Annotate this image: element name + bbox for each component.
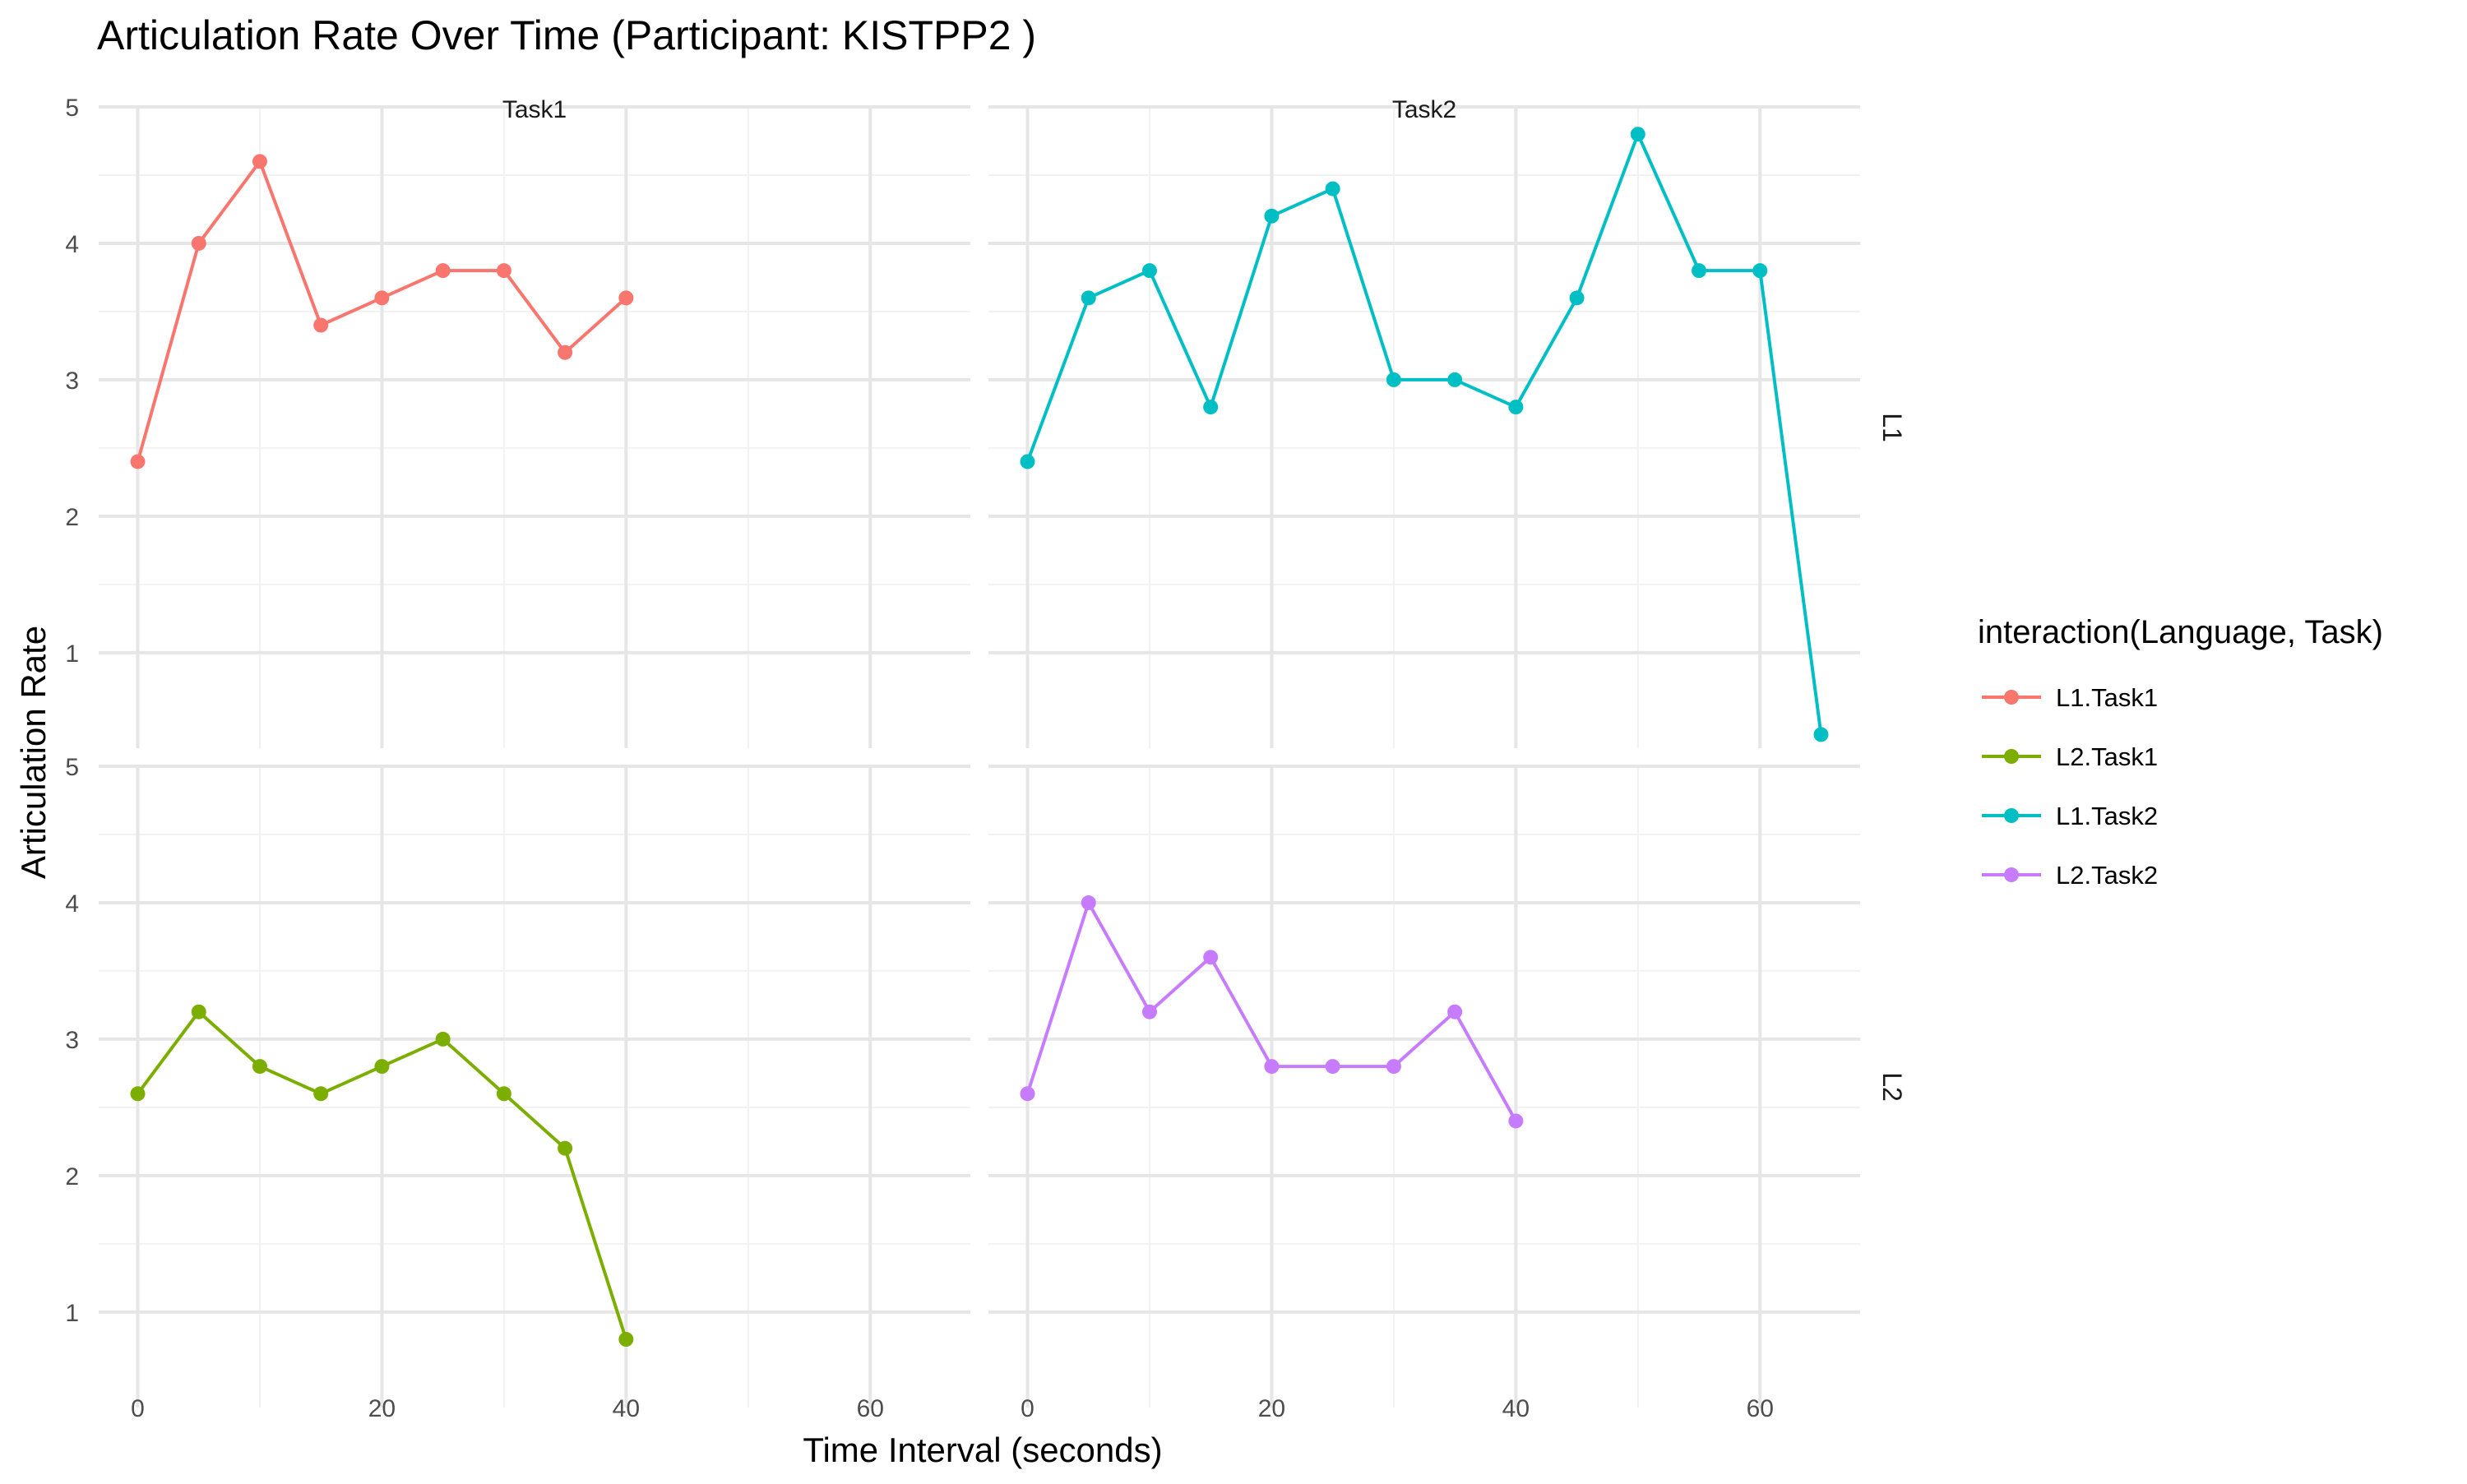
facet-panel-task2-l1 (988, 105, 1860, 748)
y-tick-label: 1 (65, 640, 79, 668)
data-point-l1-task2 (1386, 372, 1401, 387)
legend-key-point (2004, 867, 2019, 882)
data-point-l1-task2 (1141, 263, 1157, 279)
data-point-l2-task2 (1081, 895, 1096, 910)
facet-row-label-l1: L1 (1877, 413, 1907, 442)
data-point-l1-task2 (1447, 372, 1463, 387)
data-point-l1-task2 (1569, 290, 1585, 306)
legend-item-label: L1.Task1 (2056, 683, 2158, 712)
x-tick-label: 60 (1747, 1395, 1774, 1422)
facet-panel-task2-l2 (988, 765, 1860, 1408)
y-tick-label: 5 (65, 95, 79, 122)
facet-column-label-task2: Task2 (1392, 96, 1456, 123)
x-tick-label: 60 (857, 1395, 884, 1422)
y-tick-label: 2 (65, 504, 79, 531)
data-point-l2-task2 (1203, 950, 1219, 965)
data-point-l1-task1 (191, 235, 206, 251)
data-point-l2-task2 (1141, 1004, 1157, 1019)
data-point-l1-task2 (1020, 454, 1035, 469)
data-point-l2-task1 (435, 1031, 451, 1047)
data-point-l2-task1 (374, 1059, 390, 1075)
data-point-l1-task2 (1081, 290, 1096, 306)
legend-title: interaction(Language, Task) (1978, 614, 2383, 650)
data-point-l2-task2 (1447, 1004, 1463, 1019)
data-point-l1-task2 (1813, 727, 1829, 742)
data-point-l2-task1 (252, 1059, 267, 1075)
legend-item-label: L2.Task2 (2056, 861, 2158, 890)
data-point-l1-task2 (1630, 127, 1645, 142)
data-point-l1-task1 (435, 263, 451, 279)
legend-key-point (2004, 690, 2019, 705)
y-tick-label: 1 (65, 1300, 79, 1327)
y-tick-label: 3 (65, 368, 79, 395)
legend-item-l1-task2: L1.Task2 (1982, 802, 2158, 830)
facet-column-label-task1: Task1 (502, 96, 567, 123)
y-tick-label: 4 (65, 890, 79, 918)
legend-item-l2-task1: L2.Task1 (1982, 742, 2158, 771)
legend-item-l1-task1: L1.Task1 (1982, 683, 2158, 712)
data-point-l2-task2 (1020, 1086, 1035, 1102)
series-line-l1-task2 (1025, 132, 1823, 735)
data-point-l2-task1 (496, 1086, 511, 1102)
facet-panels: Task1 Task2 L1 L2 1 2 3 4 5 1 2 3 4 5 0 20 40 60 0 20 40 60 (65, 95, 1907, 1422)
data-point-l2-task2 (1386, 1059, 1401, 1075)
y-axis-label: Articulation Rate (14, 626, 53, 879)
x-tick-label: 40 (613, 1395, 640, 1422)
data-point-l1-task1 (496, 263, 511, 279)
data-point-l1-task1 (313, 317, 329, 333)
x-tick-label: 20 (1258, 1395, 1285, 1422)
x-tick-label: 40 (1502, 1395, 1530, 1422)
data-point-l2-task2 (1508, 1113, 1524, 1129)
data-point-l1-task2 (1325, 181, 1340, 196)
data-point-l2-task1 (130, 1086, 146, 1102)
y-tick-label: 4 (65, 231, 79, 258)
data-point-l1-task2 (1752, 263, 1768, 279)
legend-item-label: L2.Task1 (2056, 742, 2158, 771)
x-tick-label: 0 (1021, 1395, 1034, 1422)
data-point-l1-task2 (1692, 263, 1707, 279)
data-point-l2-task1 (191, 1004, 206, 1019)
data-point-l2-task1 (618, 1332, 634, 1348)
y-tick-label: 3 (65, 1027, 79, 1054)
data-point-l1-task2 (1264, 208, 1280, 224)
x-tick-label: 20 (368, 1395, 396, 1422)
legend: L1.Task1 L2.Task1 L1.Task2 L2.Task2 (1982, 683, 2158, 890)
y-tick-label: 5 (65, 754, 79, 781)
data-point-l1-task1 (558, 344, 573, 360)
facet-row-label-l2: L2 (1877, 1072, 1907, 1102)
legend-key-point (2004, 808, 2019, 823)
y-tick-label: 2 (65, 1163, 79, 1190)
data-point-l1-task1 (374, 290, 390, 306)
legend-item-l2-task2: L2.Task2 (1982, 861, 2158, 890)
x-axis-label: Time Interval (seconds) (803, 1431, 1162, 1469)
data-point-l2-task1 (558, 1140, 573, 1156)
data-point-l2-task2 (1325, 1059, 1340, 1075)
data-point-l1-task2 (1508, 400, 1524, 415)
chart-title: Articulation Rate Over Time (Participant… (97, 12, 1036, 58)
data-point-l1-task1 (618, 290, 634, 306)
x-tick-label: 0 (131, 1395, 145, 1422)
facet-panel-task1-l2 (99, 765, 970, 1408)
legend-key-point (2004, 749, 2019, 764)
data-point-l1-task1 (130, 454, 146, 469)
data-point-l2-task2 (1264, 1059, 1280, 1075)
data-point-l2-task1 (313, 1086, 329, 1102)
data-point-l1-task1 (252, 154, 267, 169)
data-point-l1-task2 (1203, 400, 1219, 415)
legend-item-label: L1.Task2 (2056, 802, 2158, 830)
